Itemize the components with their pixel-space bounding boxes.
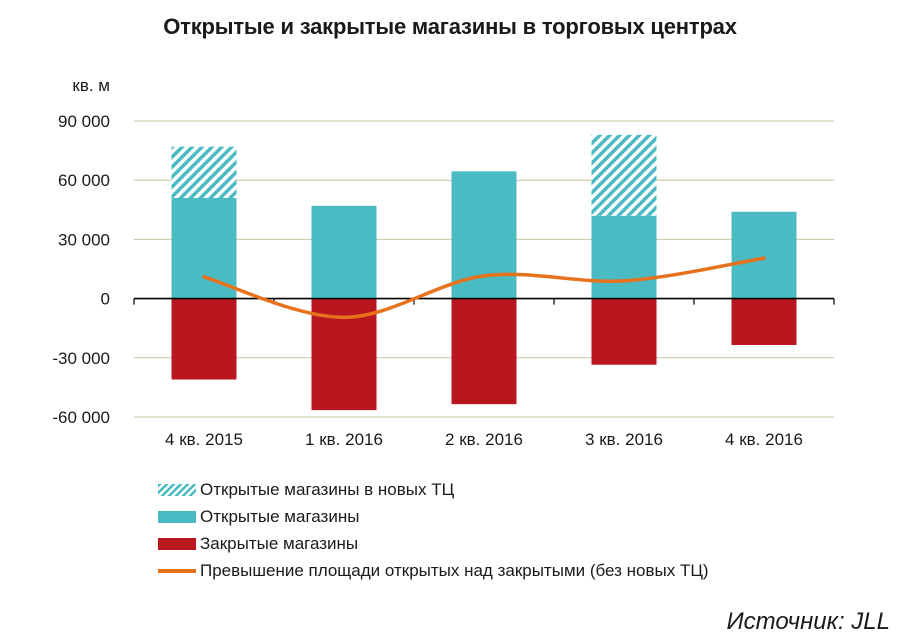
source-note: Источник: JLL bbox=[726, 608, 891, 635]
x-tick-label: 4 кв. 2016 bbox=[725, 430, 803, 449]
bar-opened-new-malls bbox=[171, 146, 237, 198]
legend-label: Превышение площади открытых над закрытым… bbox=[200, 560, 709, 580]
y-tick-label: 90 000 bbox=[58, 112, 110, 131]
y-tick-label: -30 000 bbox=[52, 349, 110, 368]
legend-item-opened: Открытые магазины bbox=[158, 503, 709, 530]
y-tick-label: 60 000 bbox=[58, 171, 110, 190]
y-tick-label: 30 000 bbox=[58, 230, 110, 249]
bar-closed bbox=[731, 298, 797, 345]
legend-item-net-line: Превышение площади открытых над закрытым… bbox=[158, 557, 709, 584]
y-tick-label: -60 000 bbox=[52, 408, 110, 427]
bar-opened bbox=[171, 197, 237, 299]
bar-opened bbox=[731, 211, 797, 299]
legend-item-new-malls: Открытые магазины в новых ТЦ bbox=[158, 476, 709, 503]
bar-closed bbox=[171, 298, 237, 380]
bar-closed bbox=[591, 298, 657, 365]
chart-legend: Открытые магазины в новых ТЦ Открытые ма… bbox=[158, 476, 709, 584]
legend-swatch-hatched bbox=[158, 483, 196, 496]
chart-plot: 90 000 60 000 30 000 0 -30 000 -60 000 кв. м 4 … bbox=[52, 76, 835, 449]
legend-label: Открытые магазины в новых ТЦ bbox=[200, 479, 455, 499]
legend-swatch-line bbox=[158, 568, 196, 573]
legend-swatch-teal bbox=[158, 510, 196, 523]
bar-opened bbox=[591, 215, 657, 299]
net-line bbox=[202, 256, 766, 320]
x-tick-label: 3 кв. 2016 bbox=[585, 430, 663, 449]
legend-label: Закрытые магазины bbox=[200, 533, 359, 553]
x-tick-label: 1 кв. 2016 bbox=[305, 430, 383, 449]
y-tick-label: 0 bbox=[101, 290, 110, 309]
bar-closed bbox=[451, 298, 517, 405]
legend-item-closed: Закрытые магазины bbox=[158, 530, 709, 557]
bar-opened bbox=[311, 205, 377, 299]
x-tick-label: 2 кв. 2016 bbox=[445, 430, 523, 449]
legend-label: Открытые магазины bbox=[200, 506, 360, 526]
chart-title: Открытые и закрытые магазины в торговых … bbox=[163, 14, 737, 39]
bar-opened-new-malls bbox=[591, 134, 657, 216]
x-tick-label: 4 кв. 2015 bbox=[165, 430, 243, 449]
y-axis-unit-label: кв. м bbox=[72, 76, 110, 95]
legend-swatch-red bbox=[158, 537, 196, 550]
